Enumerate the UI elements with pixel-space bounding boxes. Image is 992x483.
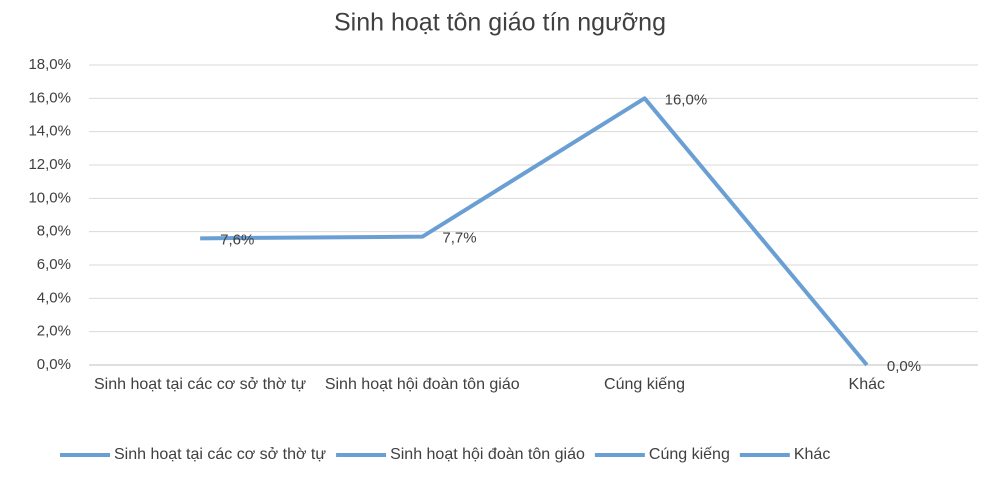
- chart-title: Sinh hoạt tôn giáo tín ngưỡng: [334, 9, 666, 37]
- y-tick-label: 10,0%: [28, 189, 71, 206]
- x-tick-label: Cúng kiếng: [604, 376, 685, 393]
- y-tick-label: 0,0%: [37, 356, 71, 373]
- y-tick-label: 18,0%: [28, 56, 71, 73]
- x-tick-label: Sinh hoạt hội đoàn tôn giáo: [324, 376, 520, 393]
- legend-label: Cúng kiếng: [649, 446, 730, 463]
- legend-label: Khác: [794, 446, 830, 463]
- data-label: 7,6%: [220, 231, 254, 248]
- y-tick-label: 8,0%: [37, 223, 71, 240]
- x-tick-label: Sinh hoạt tại các cơ sở thờ tự: [93, 376, 307, 393]
- data-label: 0,0%: [887, 358, 921, 375]
- y-tick-label: 4,0%: [37, 289, 71, 306]
- y-tick-label: 12,0%: [28, 156, 71, 173]
- y-tick-label: 6,0%: [37, 256, 71, 273]
- data-label: 7,7%: [442, 230, 476, 247]
- y-tick-label: 2,0%: [37, 323, 71, 340]
- legend-label: Sinh hoạt hội đoàn tôn giáo: [390, 446, 585, 463]
- y-tick-label: 16,0%: [28, 89, 71, 106]
- data-label: 16,0%: [665, 91, 708, 108]
- line: [200, 96, 869, 367]
- legend-label: Sinh hoạt tại các cơ sở thờ tự: [114, 446, 326, 463]
- y-tick-label: 14,0%: [28, 123, 71, 140]
- x-tick-label: Khác: [848, 376, 885, 393]
